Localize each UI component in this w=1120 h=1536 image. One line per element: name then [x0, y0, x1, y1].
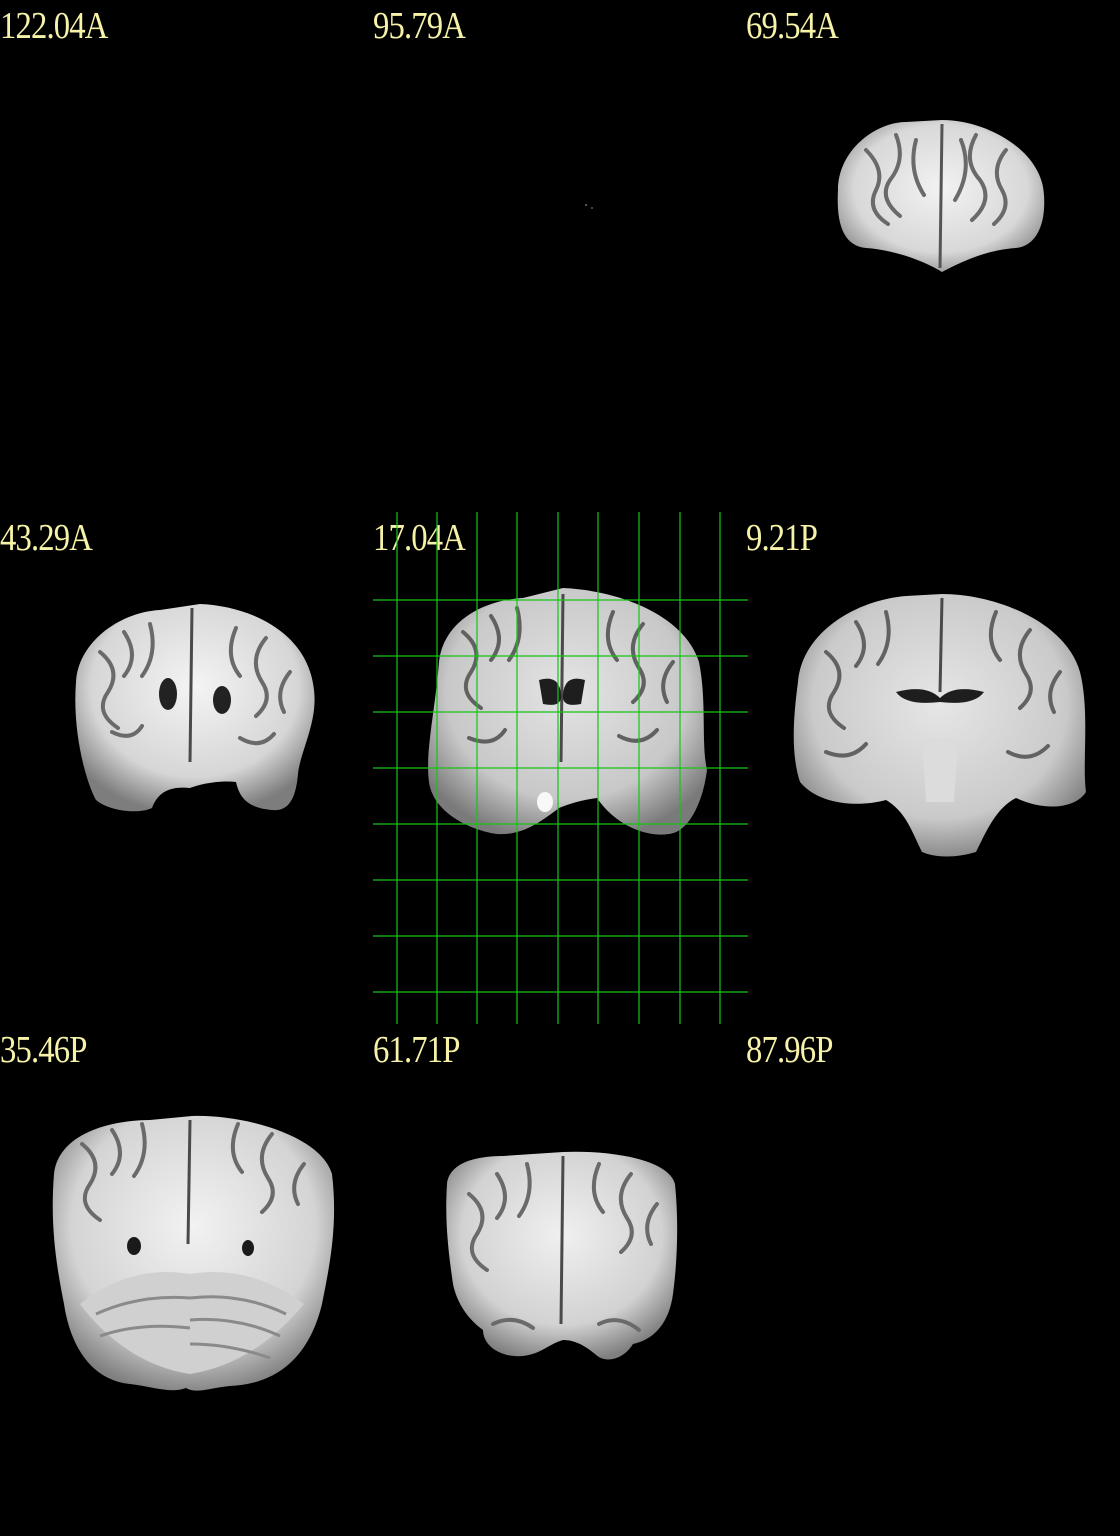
- slice-panel-3[interactable]: 69.54A: [746, 0, 1119, 512]
- slice-panel-5[interactable]: 17.04A: [373, 512, 746, 1024]
- slice-panel-4[interactable]: 43.29A: [0, 512, 373, 1024]
- brain-slice-image: [837, 120, 1045, 272]
- slice-position-label: 122.04A: [0, 5, 108, 47]
- slice-panel-2[interactable]: 95.79A: [373, 0, 746, 512]
- brain-slice-image: [75, 604, 315, 812]
- brain-slice-image: [52, 1115, 335, 1391]
- brain-slice-image: [428, 588, 707, 835]
- slice-panel-6[interactable]: 9.21P: [746, 512, 1119, 1024]
- slice-position-label: 95.79A: [373, 5, 466, 47]
- slice-position-label: 43.29A: [0, 517, 93, 559]
- slice-position-label: 61.71P: [373, 1029, 460, 1071]
- slice-position-label: 9.21P: [746, 517, 818, 559]
- slice-position-label: 35.46P: [0, 1029, 87, 1071]
- slice-panel-1[interactable]: 122.04A: [0, 0, 373, 512]
- slice-panel-8[interactable]: 61.71P: [373, 1024, 746, 1536]
- slice-position-label: 69.54A: [746, 5, 839, 47]
- brain-slice-image: [793, 594, 1086, 857]
- brain-slice-image: [585, 204, 593, 209]
- slice-position-label: 17.04A: [373, 517, 466, 559]
- slice-position-label: 87.96P: [746, 1029, 833, 1071]
- slice-panel-9[interactable]: 87.96P: [746, 1024, 1119, 1536]
- slice-panel-7[interactable]: 35.46P: [0, 1024, 373, 1536]
- brain-slice-image: [446, 1151, 678, 1360]
